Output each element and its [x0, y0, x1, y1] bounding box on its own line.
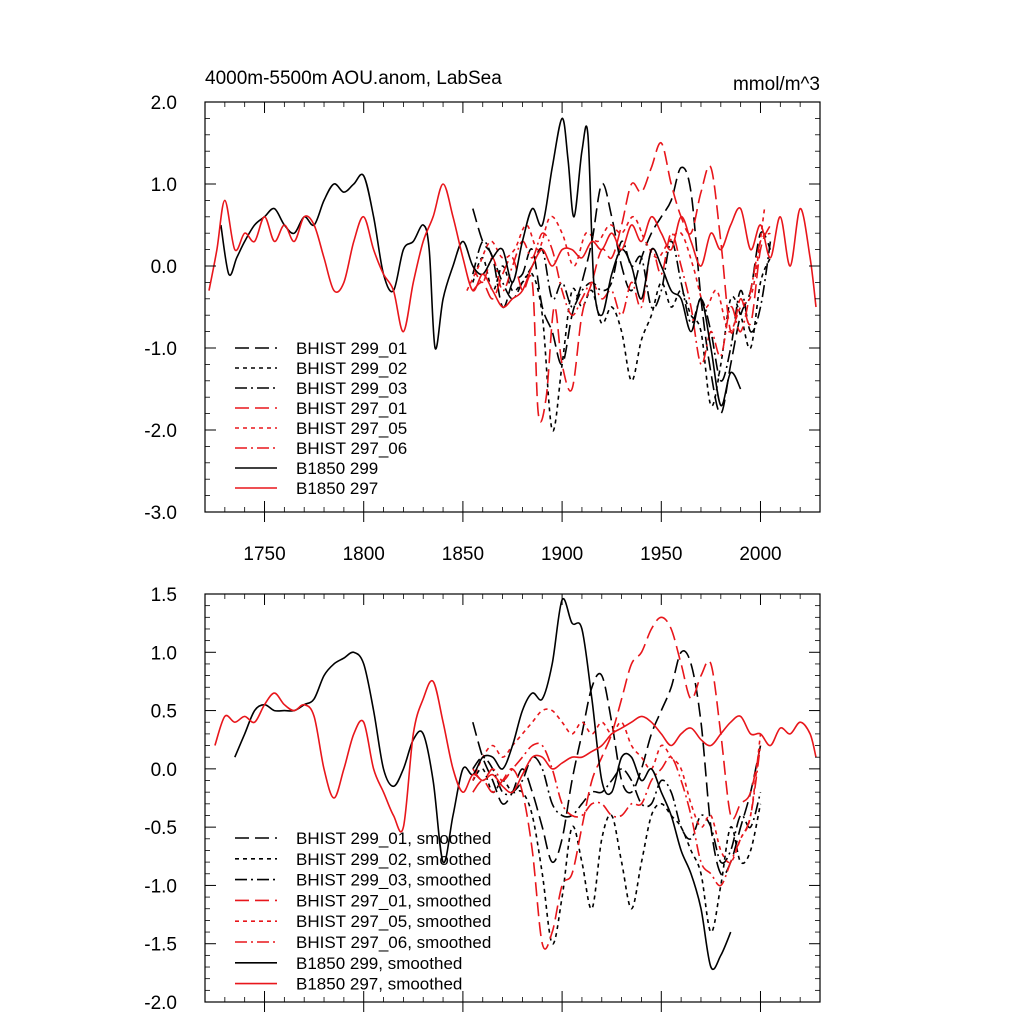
axes: 1750 1800 1850 1900 1950 2000 -3.0 -2.0 -1.0 0.0 1… [144, 93, 821, 565]
series-line [472, 240, 772, 382]
bottom-panel: -2.0 -1.5 -1.0 -0.5 0.0 0.5 1.0 1.5 BHIST 299_0… [144, 585, 821, 1014]
plot-frame [204, 593, 821, 1003]
series-group [214, 597, 817, 971]
top-panel: 4000m-5500m AOU.anom, LabSea mmol/m^3 17… [144, 68, 821, 565]
series-line [472, 650, 762, 877]
series-group [208, 117, 817, 432]
series-line [472, 742, 762, 887]
x-tick-label: 1750 [243, 544, 285, 565]
legend-label: BHIST 297_06 [296, 439, 407, 458]
y-tick-label: 0.5 [151, 702, 177, 723]
series-line [234, 597, 732, 971]
series-line [214, 679, 817, 833]
legend-label: B1850 297 [296, 479, 378, 498]
legend-label: BHIST 297_06, smoothed [296, 933, 491, 952]
legend-label: BHIST 299_02 [296, 359, 407, 378]
plot-frame [204, 101, 821, 513]
y-tick-label: -1.0 [144, 339, 177, 360]
legend: BHIST 299_01, smoothed BHIST 299_02, smoo… [235, 829, 491, 994]
y-tick-label: 1.0 [151, 643, 177, 664]
y-tick-label: 0.0 [151, 257, 177, 278]
series-line [472, 616, 762, 950]
y-tick-label: -1.0 [144, 876, 177, 897]
legend-label: BHIST 297_01, smoothed [296, 891, 491, 910]
x-tick-label: 1800 [343, 544, 385, 565]
legend-label: BHIST 297_05, smoothed [296, 912, 491, 931]
legend-label: BHIST 299_03 [296, 379, 407, 398]
series-line [208, 183, 817, 333]
legend-label: BHIST 297_01 [296, 399, 407, 418]
y-tick-label: 2.0 [151, 93, 177, 114]
x-tick-label: 2000 [739, 544, 781, 565]
y-tick-label: -1.5 [144, 935, 177, 956]
legend-label: BHIST 299_02, smoothed [296, 850, 491, 869]
series-line [466, 208, 766, 333]
y-tick-label: 1.0 [151, 175, 177, 196]
legend-label: BHIST 299_03, smoothed [296, 871, 491, 890]
legend-label: BHIST 297_05 [296, 419, 407, 438]
series-line [472, 256, 772, 432]
x-tick-label: 1950 [640, 544, 682, 565]
series-line [472, 767, 762, 945]
y-tick-label: 0.0 [151, 760, 177, 781]
x-tick-label: 1850 [442, 544, 484, 565]
legend-label: B1850 299 [296, 459, 378, 478]
legend-label: B1850 299, smoothed [296, 954, 462, 973]
units-label: mmol/m^3 [733, 74, 820, 95]
legend-label: B1850 297, smoothed [296, 975, 462, 994]
y-tick-label: -3.0 [144, 503, 177, 524]
y-tick-label: -0.5 [144, 818, 177, 839]
chart-title: 4000m-5500m AOU.anom, LabSea [205, 68, 502, 89]
axes: -2.0 -1.5 -1.0 -0.5 0.0 0.5 1.0 1.5 [144, 585, 821, 1014]
legend-label: BHIST 299_01, smoothed [296, 829, 491, 848]
series-line [472, 166, 772, 415]
y-tick-label: 1.5 [151, 585, 177, 606]
x-tick-label: 1900 [541, 544, 583, 565]
series-line [472, 708, 762, 864]
y-tick-label: -2.0 [144, 421, 177, 442]
series-line [472, 142, 772, 423]
legend-label: BHIST 299_01 [296, 339, 407, 358]
y-tick-label: -2.0 [144, 993, 177, 1014]
